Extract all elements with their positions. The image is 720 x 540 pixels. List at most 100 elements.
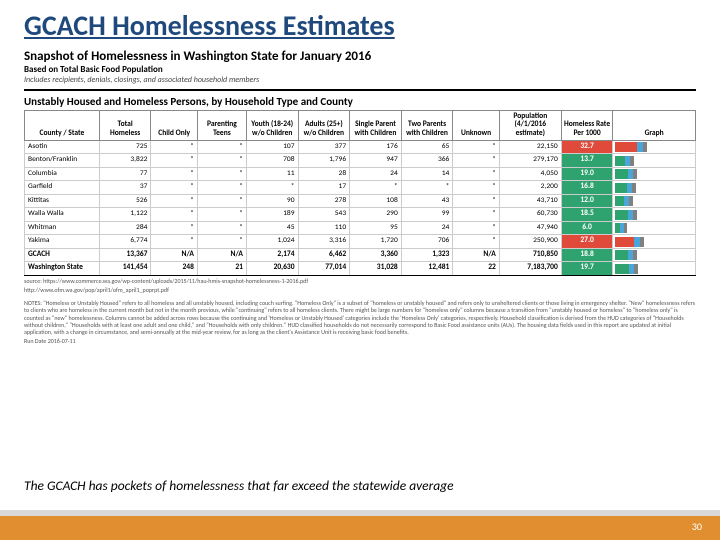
rate-bars — [615, 156, 692, 166]
graph-cell — [613, 235, 696, 249]
graph-cell — [613, 194, 696, 208]
rate-bars — [615, 196, 692, 206]
cell: 24 — [401, 221, 453, 235]
cell: 947 — [350, 154, 402, 168]
cell: Benton/Franklin — [25, 154, 100, 168]
cell: 248 — [151, 262, 197, 276]
rate-bars — [615, 169, 692, 179]
cell: 28 — [298, 167, 350, 181]
cell: 43,710 — [499, 194, 561, 208]
cell: 47,940 — [499, 221, 561, 235]
rate-cell: 19.0 — [561, 167, 613, 181]
cell: 2,174 — [246, 248, 298, 262]
rate-bars — [615, 250, 692, 260]
table-row: Asotin725**10737717665*22,15032.7 — [25, 140, 696, 154]
rate-cell: 18.5 — [561, 208, 613, 222]
column-header: Unknown — [453, 111, 499, 141]
cell: * — [350, 181, 402, 195]
table-row: Washington State141,4542482120,63077,014… — [25, 262, 696, 276]
cell: Washington State — [25, 262, 100, 276]
graph-cell — [613, 221, 696, 235]
cell: 290 — [350, 208, 402, 222]
cell: * — [246, 181, 298, 195]
cell: 77 — [99, 167, 151, 181]
cell: 4,050 — [499, 167, 561, 181]
source-line-1: source: https://www.commerce.wa.gov/wp-c… — [24, 278, 696, 285]
notes-block: NOTES: "Homeless or Unstably Housed" ref… — [24, 300, 696, 336]
cell: * — [151, 181, 197, 195]
cell: 1,122 — [99, 208, 151, 222]
cell: 11 — [246, 167, 298, 181]
column-header: Graph — [613, 111, 696, 141]
homelessness-table: County / StateTotal HomelessChild OnlyPa… — [24, 110, 696, 276]
table-row: Whitman284**451109524*47,9406.0 — [25, 221, 696, 235]
table-row: Benton/Franklin3,822**7081,796947366*279… — [25, 154, 696, 168]
cell: * — [453, 167, 499, 181]
cell: 22 — [453, 262, 499, 276]
rate-cell: 16.8 — [561, 181, 613, 195]
cell: 65 — [401, 140, 453, 154]
cell: Kittitas — [25, 194, 100, 208]
cell: 2,200 — [499, 181, 561, 195]
cell: 1,024 — [246, 235, 298, 249]
basis-line: Based on Total Basic Food Population — [24, 64, 696, 75]
cell: * — [197, 221, 246, 235]
cell: 37 — [99, 181, 151, 195]
slide: GCACH Homelessness Estimates Snapshot of… — [0, 0, 720, 540]
cell: * — [453, 154, 499, 168]
table-row: GCACH13,367N/AN/A2,1746,4623,3601,323N/A… — [25, 248, 696, 262]
rate-bars — [615, 223, 692, 233]
cell: N/A — [151, 248, 197, 262]
cell: 12,481 — [401, 262, 453, 276]
graph-cell — [613, 154, 696, 168]
column-header: Child Only — [151, 111, 197, 141]
rate-cell: 6.0 — [561, 221, 613, 235]
cell: 3,360 — [350, 248, 402, 262]
rate-bars — [615, 210, 692, 220]
cell: 141,454 — [99, 262, 151, 276]
rate-cell: 32.7 — [561, 140, 613, 154]
cell: N/A — [453, 248, 499, 262]
footer: 30 — [0, 510, 720, 540]
cell: Asotin — [25, 140, 100, 154]
cell: 3,316 — [298, 235, 350, 249]
cell: 95 — [350, 221, 402, 235]
cell: Yakima — [25, 235, 100, 249]
cell: 1,720 — [350, 235, 402, 249]
cell: 3,822 — [99, 154, 151, 168]
cell: * — [453, 221, 499, 235]
cell: 22,150 — [499, 140, 561, 154]
cell: * — [151, 167, 197, 181]
cell: * — [151, 235, 197, 249]
cell: 725 — [99, 140, 151, 154]
cell: Whitman — [25, 221, 100, 235]
cell: 21 — [197, 262, 246, 276]
cell: 99 — [401, 208, 453, 222]
table-row: Walla Walla1,122**18954329099*60,73018.5 — [25, 208, 696, 222]
cell: 284 — [99, 221, 151, 235]
table-head: County / StateTotal HomelessChild OnlyPa… — [25, 111, 696, 141]
table-body: Asotin725**10737717665*22,15032.7Benton/… — [25, 140, 696, 275]
rate-cell: 18.8 — [561, 248, 613, 262]
graph-cell — [613, 140, 696, 154]
cell: 708 — [246, 154, 298, 168]
rate-cell: 12.0 — [561, 194, 613, 208]
cell: 108 — [350, 194, 402, 208]
column-header: Population (4/1/2016 estimate) — [499, 111, 561, 141]
cell: 90 — [246, 194, 298, 208]
cell: 77,014 — [298, 262, 350, 276]
cell: * — [197, 194, 246, 208]
column-header: Single Parent with Children — [350, 111, 402, 141]
cell: * — [197, 167, 246, 181]
cell: * — [453, 181, 499, 195]
source-line-2: http://www.ofm.wa.gov/pop/april1/ofm_apr… — [24, 287, 696, 294]
rate-bars — [615, 183, 692, 193]
cell: 60,730 — [499, 208, 561, 222]
cell: 110 — [298, 221, 350, 235]
cell: 43 — [401, 194, 453, 208]
cell: 45 — [246, 221, 298, 235]
cell: * — [453, 194, 499, 208]
table-row: Yakima6,774**1,0243,3161,720706*250,9002… — [25, 235, 696, 249]
cell: 24 — [350, 167, 402, 181]
snapshot-title: Snapshot of Homelessness in Washington S… — [24, 49, 696, 64]
